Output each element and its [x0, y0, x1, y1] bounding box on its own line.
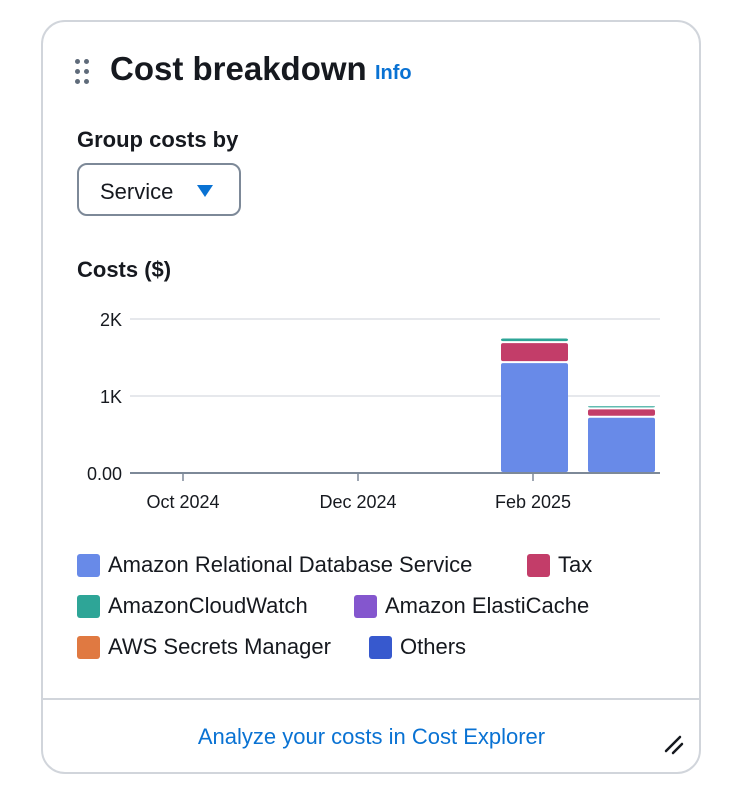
bar-segment [588, 409, 655, 416]
widget-title: Cost breakdown [110, 50, 367, 87]
footer-divider [41, 698, 701, 700]
group-by-label: Group costs by [77, 127, 239, 152]
legend-label: Amazon Relational Database Service [108, 552, 473, 577]
legend-item[interactable]: Tax [527, 552, 592, 578]
legend-swatch [369, 635, 392, 659]
cost-chart: 0.00 1K 2K Oct 2024 Dec 2024 Feb 2025 [87, 310, 660, 512]
legend-label: Amazon ElastiCache [385, 593, 590, 618]
legend-label: Tax [558, 552, 593, 577]
legend-swatch [77, 635, 100, 659]
caret-down-icon [197, 185, 213, 197]
cost-explorer-link[interactable]: Analyze your costs in Cost Explorer [197, 724, 546, 749]
legend-label: AWS Secrets Manager [108, 634, 331, 659]
legend-item[interactable]: AmazonCloudWatch [77, 593, 308, 619]
legend-label: Others [400, 634, 467, 659]
legend-swatch [527, 553, 550, 577]
y-tick-label: 0.00 [87, 464, 122, 484]
legend-swatch [77, 553, 100, 577]
group-by-select[interactable]: Service [77, 163, 241, 216]
chart-title: Costs ($) [77, 257, 172, 282]
bar-segment [501, 343, 568, 362]
bar-segment [501, 338, 568, 342]
drag-handle-icon[interactable] [75, 59, 91, 85]
legend-item[interactable]: Amazon Relational Database Service [77, 552, 472, 578]
x-tick-label: Dec 2024 [319, 492, 396, 512]
y-tick-label: 1K [100, 387, 122, 407]
resize-handle-icon[interactable] [662, 733, 686, 757]
bar-segment [501, 363, 568, 472]
legend-item[interactable]: Others [369, 634, 466, 660]
legend-item[interactable]: Amazon ElastiCache [354, 593, 589, 619]
legend-item[interactable]: AWS Secrets Manager [77, 634, 331, 660]
group-by-value: Service [100, 179, 174, 204]
legend-swatch [77, 594, 100, 618]
bar-segment [588, 417, 655, 472]
x-tick-label: Feb 2025 [495, 492, 571, 512]
info-link[interactable]: Info [375, 62, 412, 84]
legend-swatch [354, 594, 377, 618]
legend-label: AmazonCloudWatch [108, 593, 308, 618]
bar-segment [588, 406, 655, 408]
x-tick-label: Oct 2024 [146, 492, 219, 512]
y-tick-label: 2K [100, 310, 122, 330]
